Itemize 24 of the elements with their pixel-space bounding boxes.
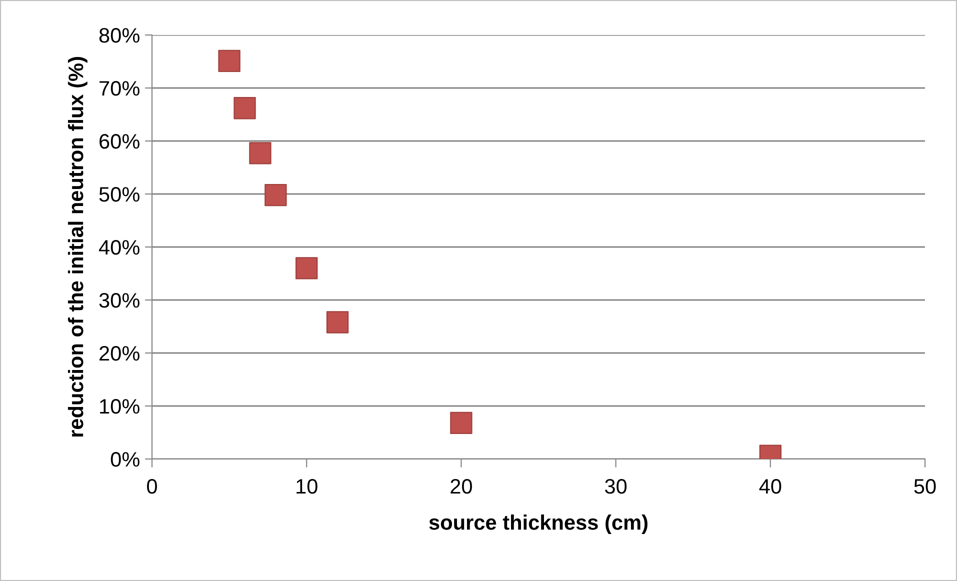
point <box>296 257 318 280</box>
y-tick-label: 60% <box>100 134 140 149</box>
y-tick-label: 0% <box>110 452 140 467</box>
point <box>264 184 287 206</box>
x-tick-label: 50 <box>914 478 936 494</box>
y-tick-label: 10% <box>100 399 140 414</box>
x-tick-label: 20 <box>450 478 472 494</box>
y-tick-label: 40% <box>98 240 140 255</box>
y-tick-label: 80% <box>99 28 140 43</box>
x-tick-label: 40 <box>759 478 782 494</box>
y-tick-label: 30% <box>99 293 140 308</box>
x-tick-label: 10 <box>296 478 318 494</box>
y-tick-label: 20% <box>100 346 140 361</box>
y-tick-label: 50% <box>99 187 140 202</box>
point <box>234 97 256 120</box>
point <box>218 50 240 72</box>
point <box>249 142 272 164</box>
x-tick-label: 0 <box>147 478 157 494</box>
point <box>450 412 472 434</box>
y-axis-title: reduction of the initial neutron flux (%) <box>68 57 88 437</box>
point <box>326 311 349 334</box>
x-axis-title: source thickness (cm) <box>429 514 648 534</box>
y-tick-label: 70% <box>100 81 140 96</box>
x-tick-label: 30 <box>605 478 627 494</box>
